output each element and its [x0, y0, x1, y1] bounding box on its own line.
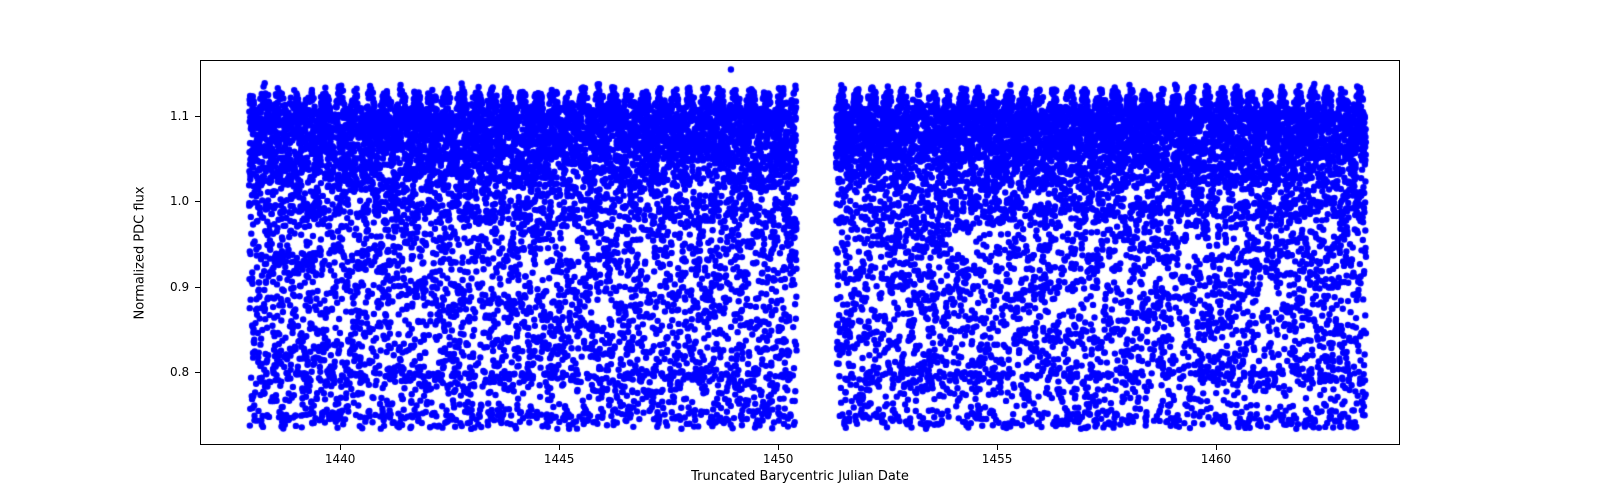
plot-area: [200, 60, 1400, 445]
y-tick: [195, 372, 200, 373]
x-tick-label: 1445: [544, 452, 575, 466]
x-tick-label: 1440: [325, 452, 356, 466]
y-tick-label: 1.1: [170, 109, 189, 123]
y-tick: [195, 116, 200, 117]
y-axis-label: Normalized PDC flux: [133, 186, 148, 319]
x-tick-label: 1460: [1201, 452, 1232, 466]
x-tick: [1216, 445, 1217, 450]
figure: 1440 1445 1450 1455 1460 0.8 0.9 1.0 1.1 Truncat…: [0, 0, 1600, 500]
scatter-canvas: [201, 61, 1400, 445]
y-tick-label: 1.0: [170, 194, 189, 208]
y-tick-label: 0.9: [170, 280, 189, 294]
x-tick: [340, 445, 341, 450]
x-tick-label: 1455: [982, 452, 1013, 466]
x-tick: [778, 445, 779, 450]
y-tick-label: 0.8: [170, 365, 189, 379]
x-tick: [559, 445, 560, 450]
x-tick: [997, 445, 998, 450]
y-tick: [195, 201, 200, 202]
x-axis-label: Truncated Barycentric Julian Date: [691, 469, 909, 484]
x-tick-label: 1450: [763, 452, 794, 466]
y-tick: [195, 287, 200, 288]
